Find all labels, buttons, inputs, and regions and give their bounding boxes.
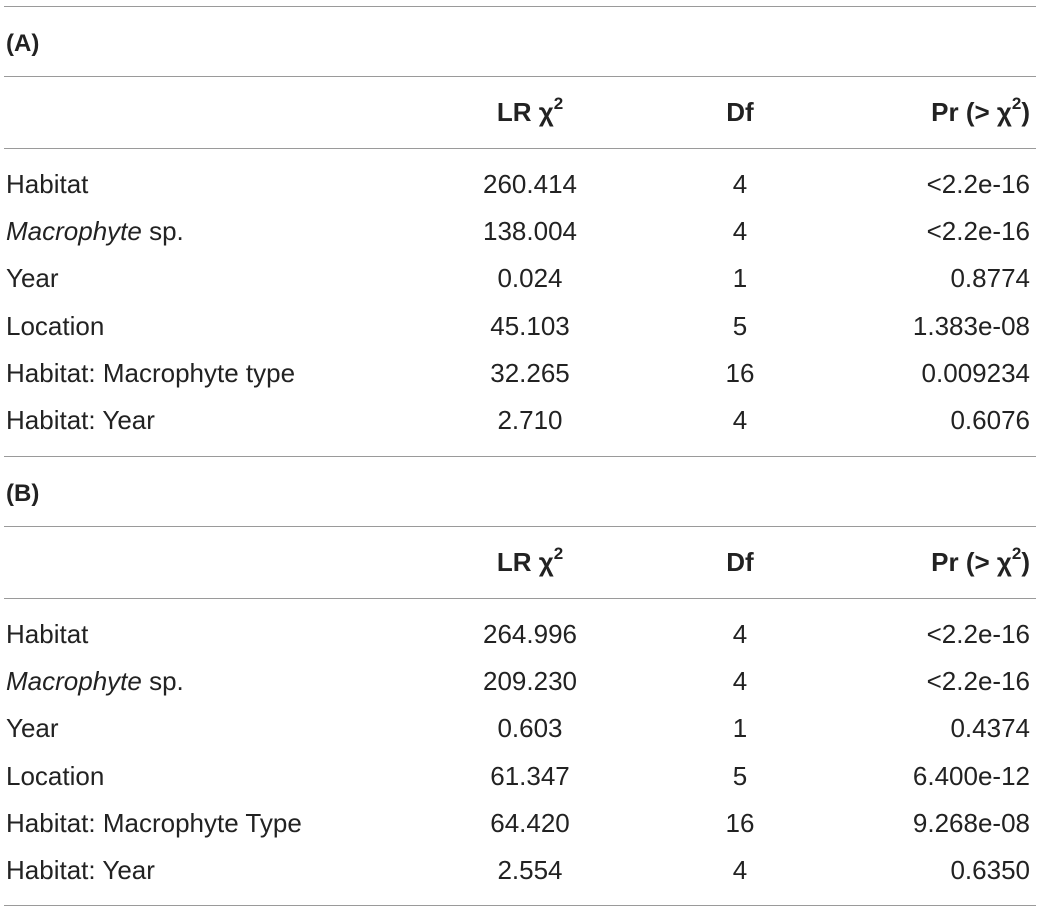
df-value: 4 xyxy=(732,169,748,199)
p-value: <2.2e-16 xyxy=(926,169,1030,199)
p-value: 1.383e-08 xyxy=(912,311,1030,341)
p-value: 0.4374 xyxy=(950,713,1030,743)
p-value: 9.268e-08 xyxy=(912,808,1030,838)
column-header-pr-chi2: Pr (> χ2) xyxy=(931,94,1030,127)
table-row: Macrophyte sp. 138.004 4 <2.2e-16 xyxy=(0,211,1040,251)
p-value: 0.8774 xyxy=(950,263,1030,293)
df-value: 5 xyxy=(732,311,748,341)
table-row: Location 45.103 5 1.383e-08 xyxy=(0,306,1040,346)
lr-chi2-value: 61.347 xyxy=(490,761,570,791)
row-label: Location xyxy=(6,761,105,791)
lr-chi2-value: 0.603 xyxy=(497,713,563,743)
lr-chi2-value: 32.265 xyxy=(490,358,570,388)
df-value: 1 xyxy=(732,263,748,293)
table-row: Habitat 264.996 4 <2.2e-16 xyxy=(0,614,1040,654)
panel-label-a: (A) xyxy=(6,30,40,57)
row-label: Macrophyte sp. xyxy=(6,666,184,696)
table-a-bottom-rule xyxy=(4,456,1036,457)
column-header-df: Df xyxy=(726,97,754,127)
row-label: Year xyxy=(6,713,59,743)
p-value: <2.2e-16 xyxy=(926,216,1030,246)
table-a-header-row: LR χ2 Df Pr (> χ2) xyxy=(0,92,1040,132)
table-row: Habitat: Year 2.710 4 0.6076 xyxy=(0,400,1040,440)
p-value: 0.009234 xyxy=(921,358,1030,388)
table-a-top-rule xyxy=(4,6,1036,7)
table-b-bottom-rule xyxy=(4,905,1036,906)
row-label: Habitat: Macrophyte type xyxy=(6,358,296,388)
lr-chi2-value: 209.230 xyxy=(483,666,577,696)
table-b-header-row: LR χ2 Df Pr (> χ2) xyxy=(0,542,1040,582)
table-row: Year 0.024 1 0.8774 xyxy=(0,258,1040,298)
df-value: 16 xyxy=(725,358,755,388)
row-label: Location xyxy=(6,311,105,341)
table-row: Year 0.603 1 0.4374 xyxy=(0,708,1040,748)
lr-chi2-value: 2.554 xyxy=(497,855,563,885)
table-row: Habitat: Year 2.554 4 0.6350 xyxy=(0,850,1040,890)
p-value: <2.2e-16 xyxy=(926,619,1030,649)
lr-chi2-value: 64.420 xyxy=(490,808,570,838)
p-value: 6.400e-12 xyxy=(912,761,1030,791)
df-value: 4 xyxy=(732,619,748,649)
column-header-lr-chi2: LR χ2 xyxy=(496,544,564,577)
lr-chi2-value: 260.414 xyxy=(483,169,577,199)
table-row: Macrophyte sp. 209.230 4 <2.2e-16 xyxy=(0,661,1040,701)
panel-label-b: (B) xyxy=(6,480,40,507)
df-value: 4 xyxy=(732,405,748,435)
table-row: Habitat 260.414 4 <2.2e-16 xyxy=(0,164,1040,204)
row-label: Year xyxy=(6,263,59,293)
table-b-header-top-rule xyxy=(4,526,1036,527)
column-header-pr-chi2: Pr (> χ2) xyxy=(931,544,1030,577)
df-value: 1 xyxy=(732,713,748,743)
row-label: Macrophyte sp. xyxy=(6,216,184,246)
p-value: <2.2e-16 xyxy=(926,666,1030,696)
row-label: Habitat: Year xyxy=(6,855,155,885)
row-label: Habitat xyxy=(6,169,89,199)
p-value: 0.6350 xyxy=(950,855,1030,885)
lr-chi2-value: 2.710 xyxy=(497,405,563,435)
lr-chi2-value: 0.024 xyxy=(497,263,563,293)
table-row: Habitat: Macrophyte Type 64.420 16 9.268… xyxy=(0,803,1040,843)
df-value: 4 xyxy=(732,216,748,246)
table-a-header-bottom-rule xyxy=(4,148,1036,149)
lr-chi2-value: 138.004 xyxy=(483,216,577,246)
df-value: 16 xyxy=(725,808,755,838)
lr-chi2-value: 264.996 xyxy=(483,619,577,649)
df-value: 5 xyxy=(732,761,748,791)
row-label: Habitat: Year xyxy=(6,405,155,435)
table-row: Habitat: Macrophyte type 32.265 16 0.009… xyxy=(0,353,1040,393)
row-label: Habitat xyxy=(6,619,89,649)
lr-chi2-value: 45.103 xyxy=(490,311,570,341)
p-value: 0.6076 xyxy=(950,405,1030,435)
table-row: Location 61.347 5 6.400e-12 xyxy=(0,756,1040,796)
column-header-lr-chi2: LR χ2 xyxy=(496,94,564,127)
table-b-header-bottom-rule xyxy=(4,598,1036,599)
df-value: 4 xyxy=(732,666,748,696)
table-a-header-top-rule xyxy=(4,76,1036,77)
column-header-df: Df xyxy=(726,547,754,577)
row-label: Habitat: Macrophyte Type xyxy=(6,808,302,838)
df-value: 4 xyxy=(732,855,748,885)
